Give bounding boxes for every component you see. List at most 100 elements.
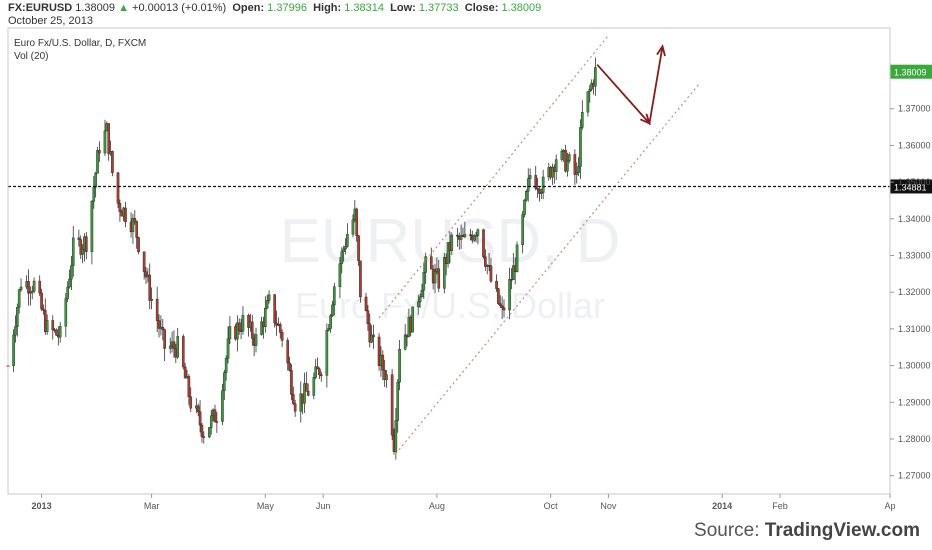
candle-body <box>30 290 34 293</box>
candle-body <box>223 372 226 391</box>
candle-body <box>181 336 185 368</box>
candle-body <box>443 257 446 289</box>
candle-body <box>502 307 506 311</box>
y-tick-label: 1.28000 <box>898 434 931 444</box>
candle-body <box>291 394 295 404</box>
x-tick-label: Feb <box>772 501 788 511</box>
candle-body <box>489 265 493 282</box>
candle-body <box>198 411 202 426</box>
change-arrow-icon: ▲ <box>118 2 129 14</box>
candle-body <box>85 236 88 252</box>
plot-frame <box>7 27 891 495</box>
candle-body <box>32 280 36 292</box>
candle-body <box>14 326 17 336</box>
last-price-badge <box>890 64 932 79</box>
last-price-label: 1.38009 <box>894 68 927 78</box>
channel-upper-line <box>378 34 609 319</box>
projection-arrow <box>596 46 664 126</box>
close-label: Close: <box>464 2 499 14</box>
candle-body <box>163 329 166 349</box>
candle-body <box>385 374 388 380</box>
candle-body <box>103 130 107 154</box>
candle-body <box>71 237 75 266</box>
candle-body <box>176 336 179 358</box>
candle-body <box>161 326 165 330</box>
x-tick-label: May <box>257 501 275 511</box>
x-tick-label: 2014 <box>712 501 732 511</box>
candle-body <box>116 172 120 204</box>
candle-body <box>331 304 334 316</box>
candle-body <box>45 320 49 333</box>
candle-body <box>500 305 504 309</box>
candle-body <box>38 280 41 294</box>
y-tick-label: 1.35000 <box>898 177 931 187</box>
candle-body <box>92 187 96 202</box>
candle-body <box>27 281 30 294</box>
candle-body <box>521 214 524 246</box>
candle-body <box>394 420 398 452</box>
y-tick-label: 1.37000 <box>898 104 931 114</box>
candle-body <box>66 286 69 299</box>
candle-body <box>215 421 219 423</box>
price-change: +0.00013 (+0.01%) <box>132 2 227 14</box>
candle-body <box>200 424 204 437</box>
candle-body <box>534 175 538 189</box>
candle-body <box>17 289 21 308</box>
candle-body <box>554 159 558 172</box>
candle-body <box>221 390 224 422</box>
level-price-badge <box>890 179 932 194</box>
x-tick-label: Nov <box>600 501 617 511</box>
candle-body <box>90 201 94 252</box>
candle-body <box>366 310 370 324</box>
candle-body <box>79 239 83 255</box>
candle-body <box>208 427 211 438</box>
projection-arrowhead-down <box>639 113 651 126</box>
candle-body <box>131 218 135 233</box>
candle-body <box>16 307 19 327</box>
candle-body <box>418 296 422 303</box>
chart-subtitle: Vol (20) <box>14 51 48 62</box>
candle-body <box>456 234 459 237</box>
candle-body <box>329 315 332 329</box>
candle-body <box>586 91 590 113</box>
candle-body <box>264 307 267 328</box>
candle-body <box>19 286 23 290</box>
candle-body <box>515 244 519 272</box>
candle-body <box>202 436 206 438</box>
candle-body <box>144 271 148 278</box>
candle-body <box>187 376 191 398</box>
candle-body <box>463 234 467 237</box>
candle-body <box>168 345 172 349</box>
candle-body <box>469 234 472 236</box>
candle-body <box>351 219 355 235</box>
candle-body <box>68 278 71 288</box>
x-tick-label: Jun <box>316 501 331 511</box>
candle-body <box>325 330 329 376</box>
candle-body <box>196 405 200 412</box>
candle-body <box>64 298 68 327</box>
candle-body <box>306 391 310 396</box>
candle-body <box>213 409 217 423</box>
candle-body <box>420 289 424 298</box>
candle-body <box>476 229 480 236</box>
candle-body <box>157 320 161 329</box>
candle-body <box>290 370 293 395</box>
candle-body <box>577 166 580 173</box>
candle-body <box>566 160 569 172</box>
candle-body <box>183 366 187 379</box>
candle-body <box>226 338 230 359</box>
candle-body <box>236 322 239 340</box>
candle-body <box>241 314 245 332</box>
candle-body <box>381 354 385 371</box>
projection-arrowhead-up <box>656 44 666 57</box>
candle-body <box>538 188 541 194</box>
candle-body <box>254 334 258 346</box>
candle-body <box>497 288 500 304</box>
candle-body <box>237 322 241 331</box>
candle-body <box>433 271 437 284</box>
candle-body <box>250 321 254 339</box>
candle-body <box>333 286 336 306</box>
candle-body <box>118 203 122 212</box>
close-value: 1.38009 <box>501 2 542 14</box>
